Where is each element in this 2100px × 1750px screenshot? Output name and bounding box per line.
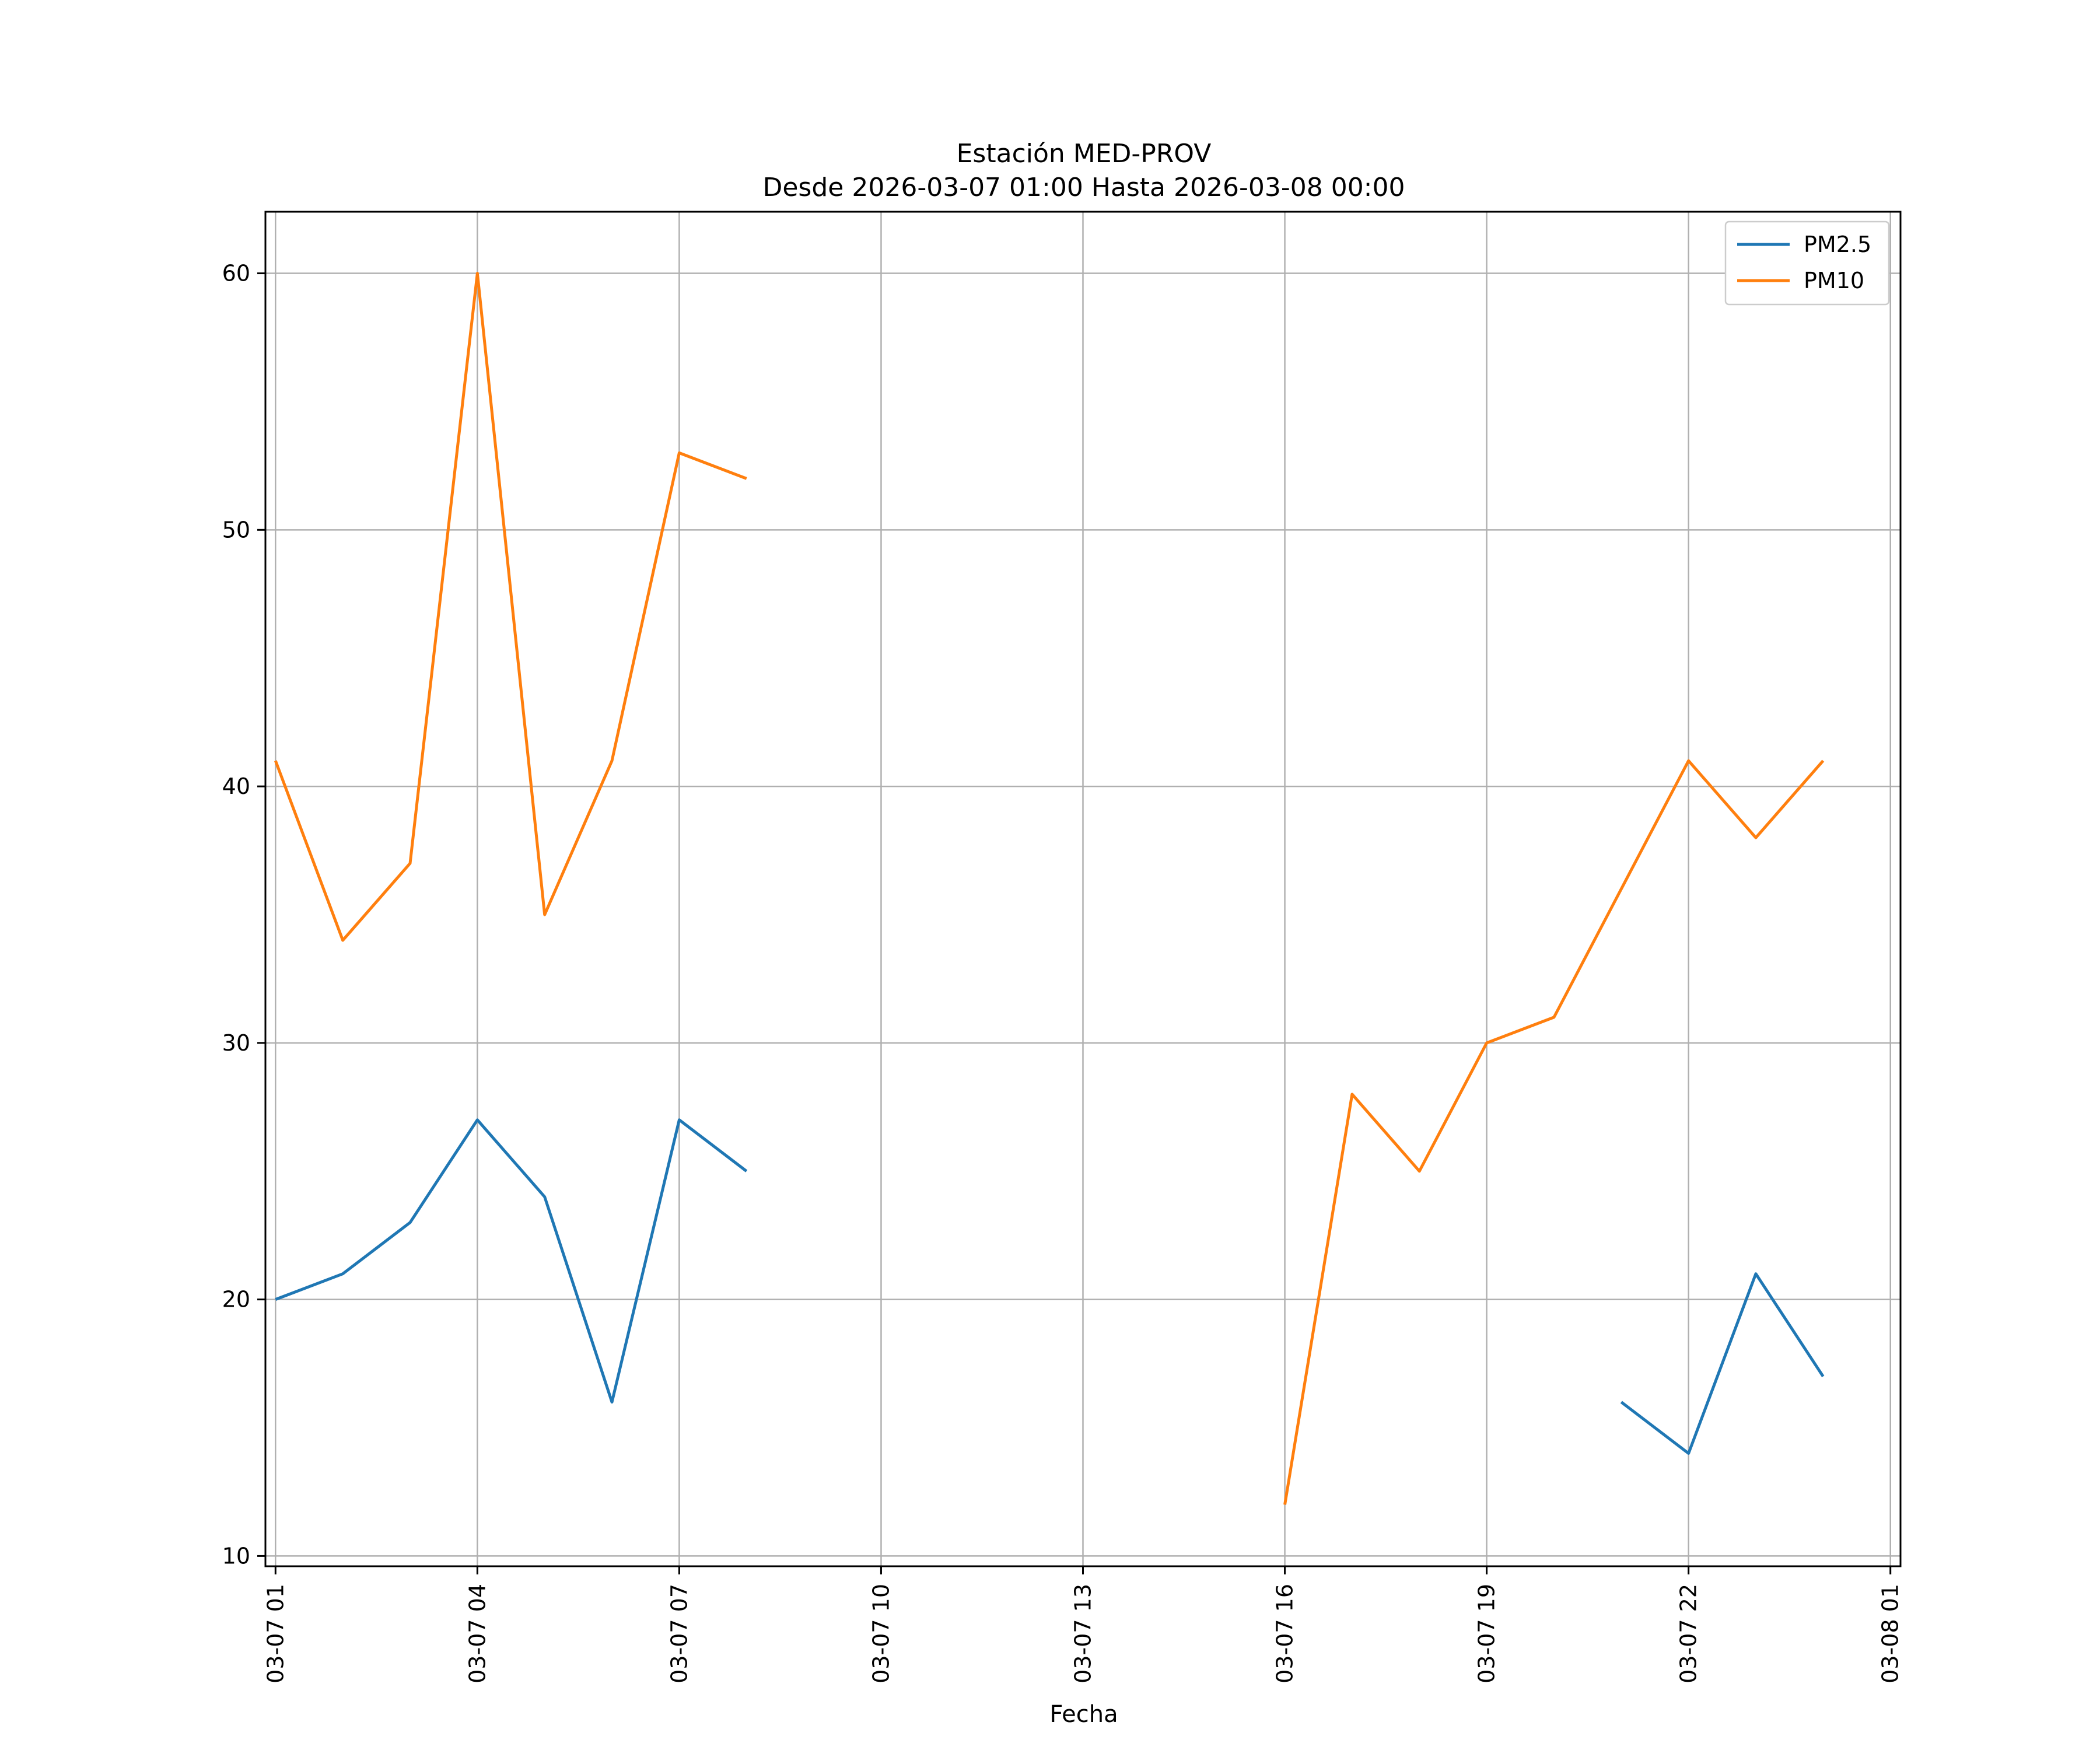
legend-label-pm25: PM2.5 [1804,232,1871,257]
x-tick-label: 03-07 07 [666,1584,692,1684]
y-tick-label: 20 [222,1287,250,1312]
x-tick-label: 03-07 19 [1474,1584,1500,1684]
x-axis-label: Fecha [1049,1701,1118,1728]
x-tick-label: 03-07 01 [262,1584,288,1684]
y-tick-label: 60 [222,261,250,286]
series-line-pm10 [1283,759,1825,1505]
legend: PM2.5 PM10 [1724,220,1890,306]
series-line-pm10 [274,272,747,942]
y-tick-label: 30 [222,1030,250,1056]
chart-title: Estación MED-PROV Desde 2026-03-07 01:00… [762,139,1405,202]
x-tick-label: 03-07 13 [1070,1584,1096,1684]
x-tick-label: 03-07 22 [1676,1584,1702,1684]
y-tick-label: 40 [222,774,250,799]
grid [265,212,1901,1566]
x-axis-ticks: 03-07 01 03-07 04 03-07 07 03-07 10 03-07 13… [262,1566,1903,1684]
series-line-pm25 [275,1118,748,1404]
x-tick-label: 03-07 16 [1272,1584,1298,1684]
chart-title-line-1: Estación MED-PROV [957,139,1212,169]
legend-box [1724,220,1890,306]
plot-series [274,272,1825,1505]
x-tick-label: 03-08 01 [1878,1584,1903,1684]
y-tick-label: 10 [222,1543,250,1569]
y-tick-label: 50 [222,517,250,542]
y-axis-ticks: 10 20 30 40 50 60 [222,261,265,1569]
legend-label-pm10: PM10 [1804,268,1864,293]
series-line-pm25 [1620,1272,1825,1455]
x-tick-label: 03-07 10 [868,1584,894,1684]
chart-title-line-2: Desde 2026-03-07 01:00 Hasta 2026-03-08 … [762,173,1405,202]
x-tick-label: 03-07 04 [464,1584,490,1684]
